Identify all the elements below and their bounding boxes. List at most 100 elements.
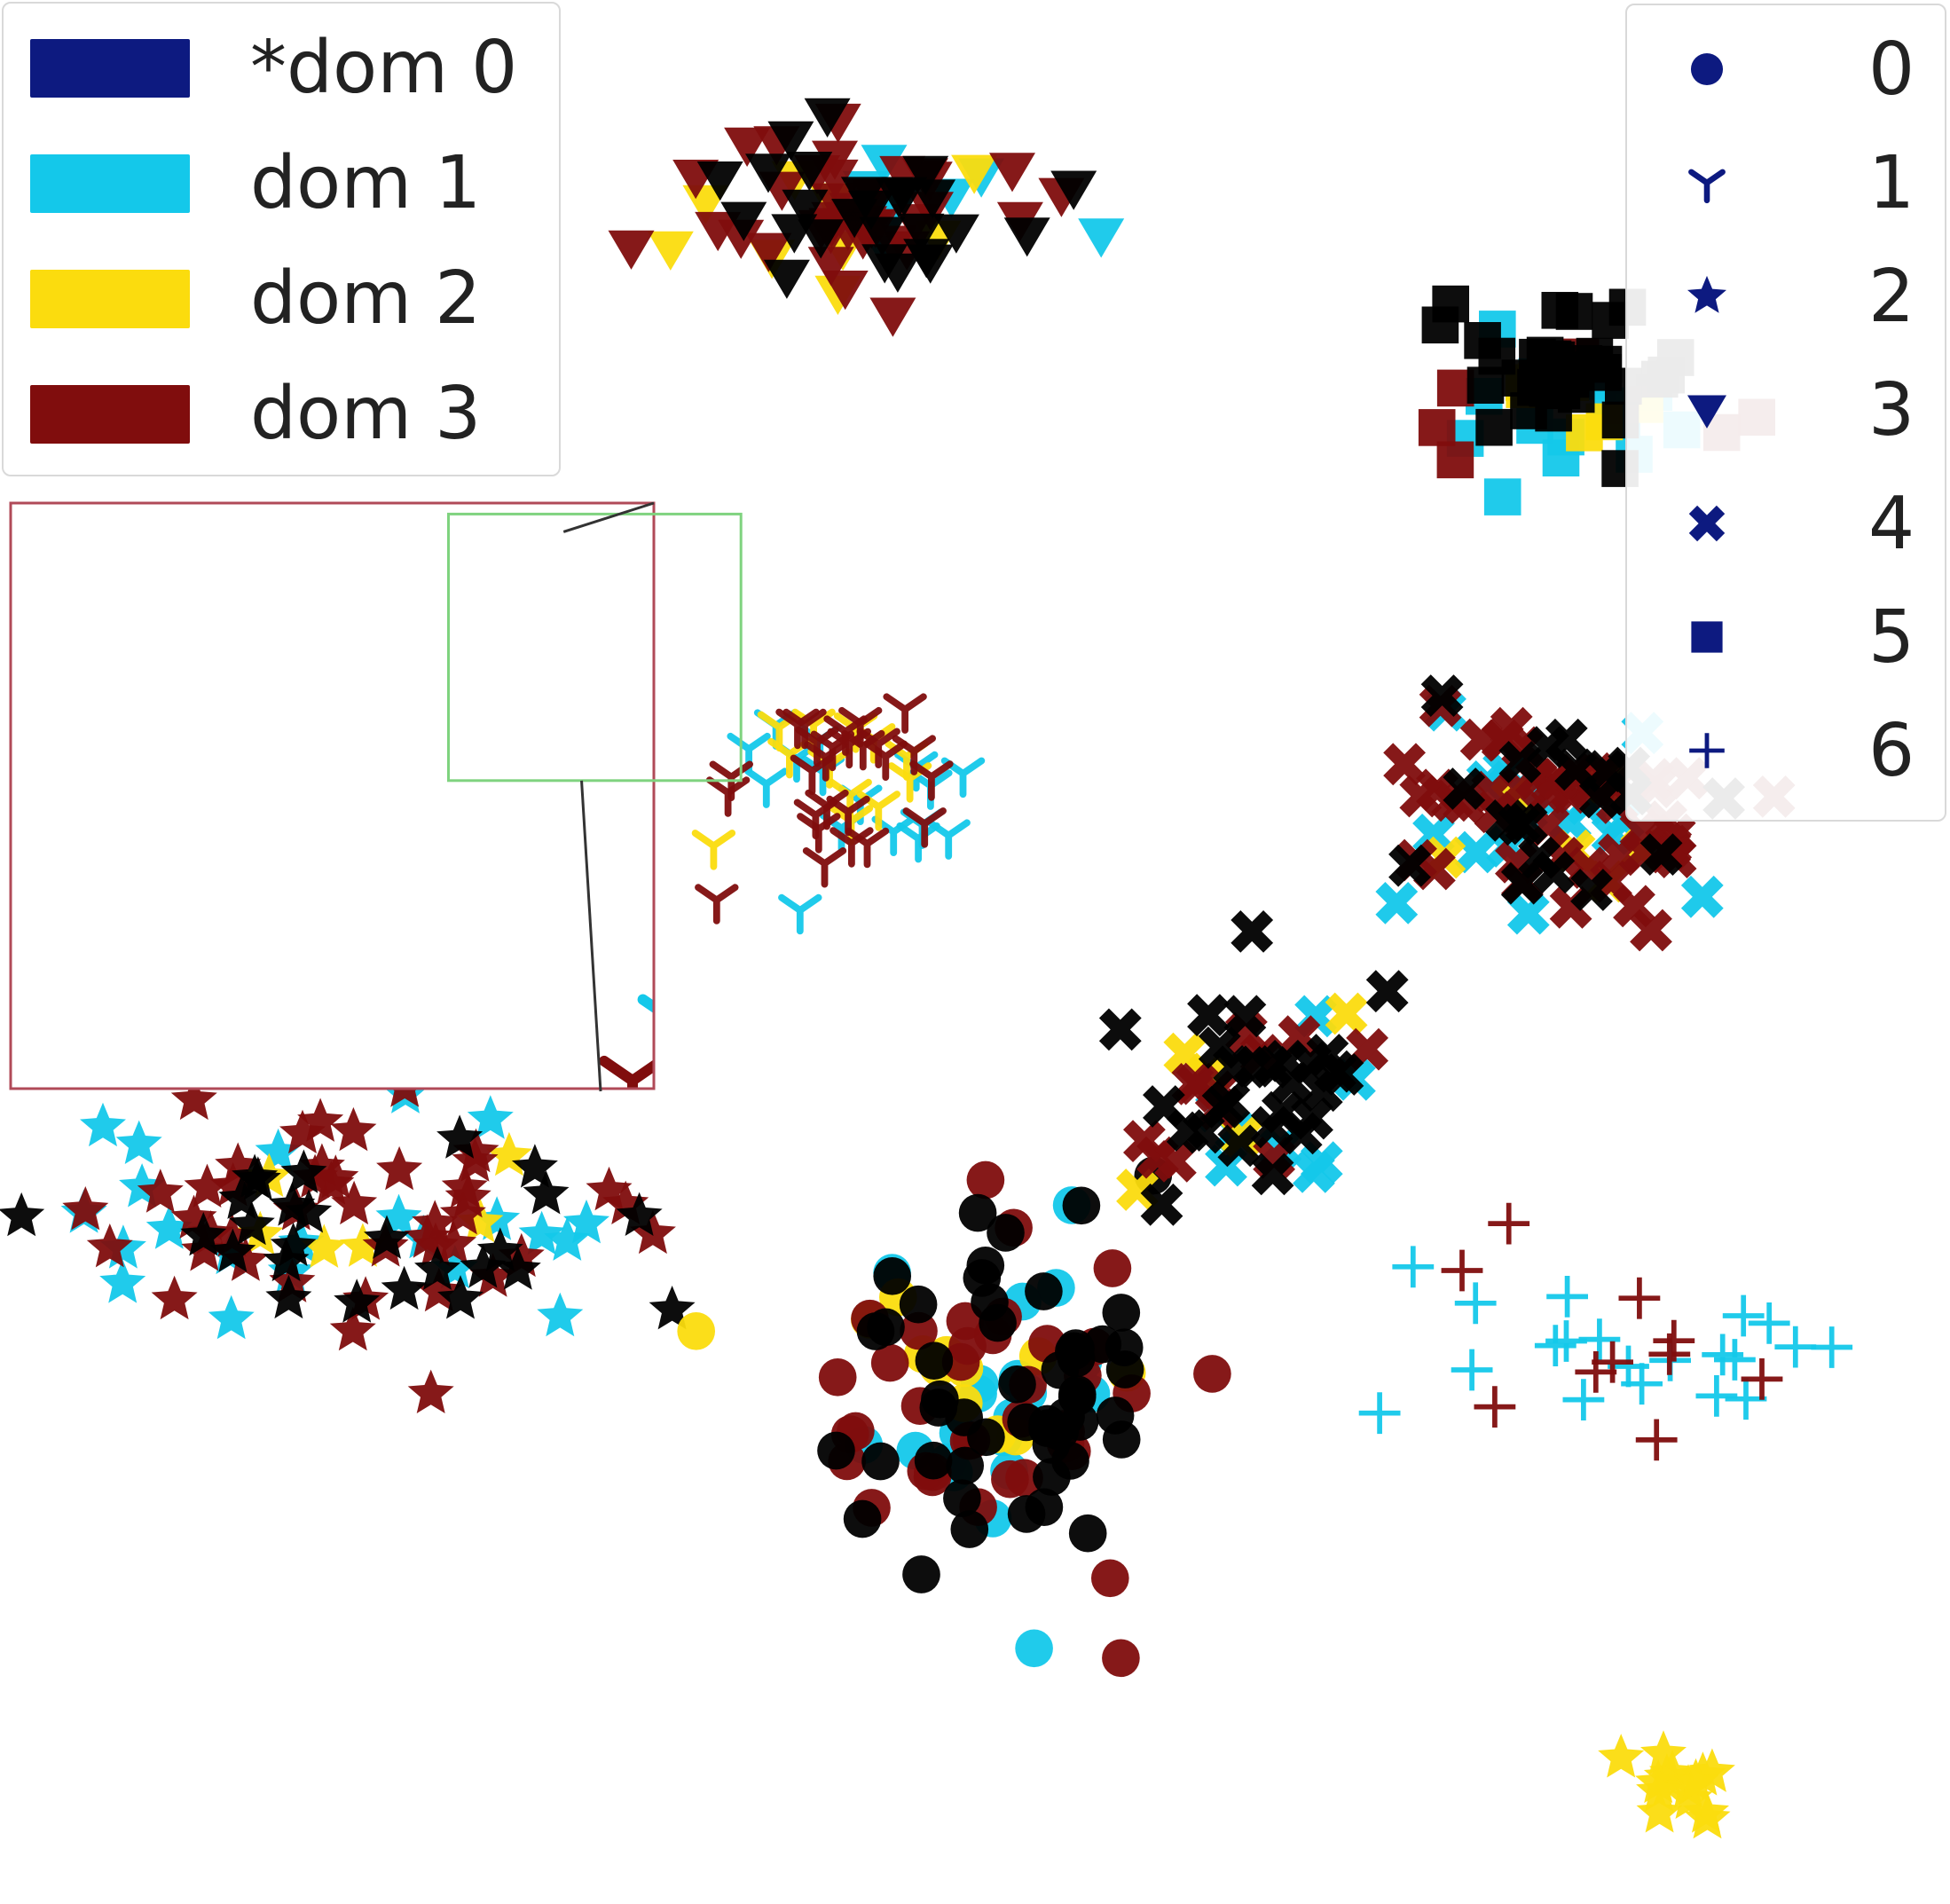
legend-marker-0 (1690, 52, 1724, 86)
point-class-0-dom-3-455 (818, 1357, 857, 1397)
point-class-6-dom-0-589 (1520, 1397, 1561, 1439)
point-class-0-dom-0-500 (987, 1214, 1025, 1252)
point-class-5-dom-3-113 (1418, 409, 1456, 446)
point-class-3-dom-0-62 (902, 155, 949, 195)
point-class-6-dom-0-581 (1403, 1416, 1444, 1458)
point-class-6-dom-1-548 (1392, 1246, 1435, 1288)
point-class-6-dom-0-610 (1473, 1290, 1514, 1332)
point-class-4-dom-0-307 (1498, 740, 1542, 783)
point-class-4-dom-2-624 (1325, 992, 1368, 1035)
point-class-2-dom-0-412 (460, 1244, 507, 1288)
point-class-2-dom-3-370 (181, 1227, 228, 1271)
point-class-2-dom-0-413 (436, 1114, 484, 1159)
class-legend-label-0: 0 (1868, 28, 1915, 112)
point-class-6-dom-1-561 (1562, 1379, 1605, 1420)
point-class-2-dom-2-674 (1598, 1734, 1645, 1778)
point-class-3-dom-0-75 (1003, 217, 1050, 257)
legend-marker-1 (1688, 169, 1726, 204)
point-class-6-dom-1-559 (1811, 1326, 1853, 1368)
zoom-source-frame (447, 512, 743, 783)
legend-marker-2 (1687, 275, 1726, 313)
star-marker-icon (1687, 275, 1726, 313)
point-class-5-dom-0-145 (1466, 366, 1505, 404)
point-class-4-dom-0-666 (1231, 909, 1274, 953)
point-class-6-dom-0-579 (1657, 1298, 1699, 1340)
point-class-4-dom-0-648 (1140, 1183, 1183, 1226)
point-class-2-dom-2-678 (1640, 1730, 1687, 1774)
class-legend-label-5: 5 (1868, 595, 1915, 680)
point-class-4-dom-0-657 (1265, 1039, 1308, 1082)
domain-legend-label-0: *dom 0 (250, 26, 518, 110)
point-class-1-dom-3-204 (845, 827, 890, 869)
point-class-1-dom-3-185 (695, 884, 739, 924)
point-class-5-dom-1-100 (1483, 478, 1521, 515)
point-class-2-dom-3-386 (279, 1109, 326, 1154)
point-class-2-dom-3-353 (330, 1106, 377, 1152)
point-class-0-dom-3-475 (1193, 1355, 1231, 1393)
point-class-0-dom-3-462 (900, 1311, 938, 1350)
point-class-0-dom-3-488 (941, 1342, 980, 1381)
point-class-0-dom-0-522 (971, 1283, 1009, 1322)
point-class-4-dom-3-258 (1383, 743, 1427, 786)
point-class-2-dom-0-419 (218, 1175, 265, 1219)
domain-swatch-2 (30, 270, 190, 328)
point-class-0-dom-3-481 (966, 1160, 1005, 1200)
domain-legend-entry-0: *dom 0 (30, 32, 517, 105)
point-class-0-dom-0-503 (843, 1499, 882, 1538)
point-class-4-dom-0-654 (1251, 1153, 1294, 1196)
point-class-3-dom-0-60 (696, 161, 743, 201)
point-class-6-dom-0-592 (1456, 1378, 1498, 1420)
point-class-3-dom-0-74 (763, 259, 810, 299)
point-class-4-dom-3-282 (1399, 775, 1443, 818)
point-class-3-dom-1-1 (1078, 218, 1125, 258)
point-class-2-dom-2-680 (1683, 1789, 1729, 1833)
point-class-2-dom-2-348 (457, 1198, 504, 1243)
point-class-2-dom-1-334 (145, 1205, 193, 1249)
point-class-0-dom-0-530 (1102, 1420, 1141, 1459)
circle-marker-icon (1690, 52, 1724, 86)
point-class-6-dom-3-569 (1648, 1333, 1691, 1375)
point-class-6-dom-3-568 (1441, 1249, 1483, 1292)
domain-swatch-3 (30, 385, 190, 444)
point-class-2-dom-0-418 (381, 1265, 428, 1310)
point-class-1-dom-1-152 (744, 767, 789, 808)
point-class-4-dom-0-661 (1166, 1109, 1209, 1152)
point-class-6-dom-0-588 (1554, 1227, 1596, 1269)
point-class-0-dom-3-467 (991, 1459, 1029, 1499)
point-class-0-dom-3-472 (1093, 1249, 1132, 1287)
point-class-3-dom-3-56 (989, 153, 1035, 193)
point-class-2-dom-3-368 (184, 1163, 231, 1208)
point-class-0-dom-0-523 (902, 1555, 940, 1593)
point-class-3-dom-1-9 (861, 145, 908, 185)
point-class-1-dom-3-183 (883, 693, 927, 734)
point-class-1-dom-0-216 (714, 698, 751, 732)
point-class-2-dom-3-384 (329, 1306, 376, 1351)
point-class-6-dom-0-603 (1743, 1292, 1785, 1334)
point-class-0-dom-0-496 (958, 1193, 997, 1232)
point-class-6-dom-1-549 (1695, 1375, 1738, 1417)
legend-marker-4 (1688, 505, 1726, 542)
point-class-4-dom-0-659 (1098, 1008, 1142, 1051)
point-class-2-dom-0-406 (494, 1246, 541, 1290)
point-class-2-dom-2-677 (1672, 1758, 1719, 1803)
point-class-6-dom-0-597 (1541, 1302, 1583, 1343)
inset-point-164 (637, 994, 654, 1014)
point-class-2-dom-1-325 (99, 1259, 146, 1303)
point-class-0-dom-0-527 (950, 1510, 989, 1548)
point-class-2-dom-0-416 (228, 1200, 275, 1246)
point-class-3-dom-0-80 (876, 178, 922, 218)
point-class-6-dom-3-562 (1592, 1341, 1633, 1383)
point-class-3-dom-2-16 (951, 154, 998, 194)
point-class-2-dom-0-415 (0, 1192, 45, 1237)
point-class-2-dom-3-376 (439, 1191, 486, 1235)
point-class-0-dom-1-427 (1015, 1629, 1053, 1668)
point-class-2-dom-0-399 (334, 1279, 381, 1323)
point-class-3-dom-3-25 (608, 230, 655, 270)
point-class-4-dom-0-647 (1223, 995, 1267, 1038)
point-class-2-dom-2-344 (301, 1223, 348, 1268)
point-class-4-dom-0-656 (1250, 1105, 1293, 1149)
zoom-connector-top (562, 501, 655, 533)
point-class-1-dom-3-199 (705, 776, 751, 817)
point-class-6-dom-3-570 (1618, 1277, 1661, 1319)
class-legend-label-2: 2 (1868, 255, 1915, 339)
